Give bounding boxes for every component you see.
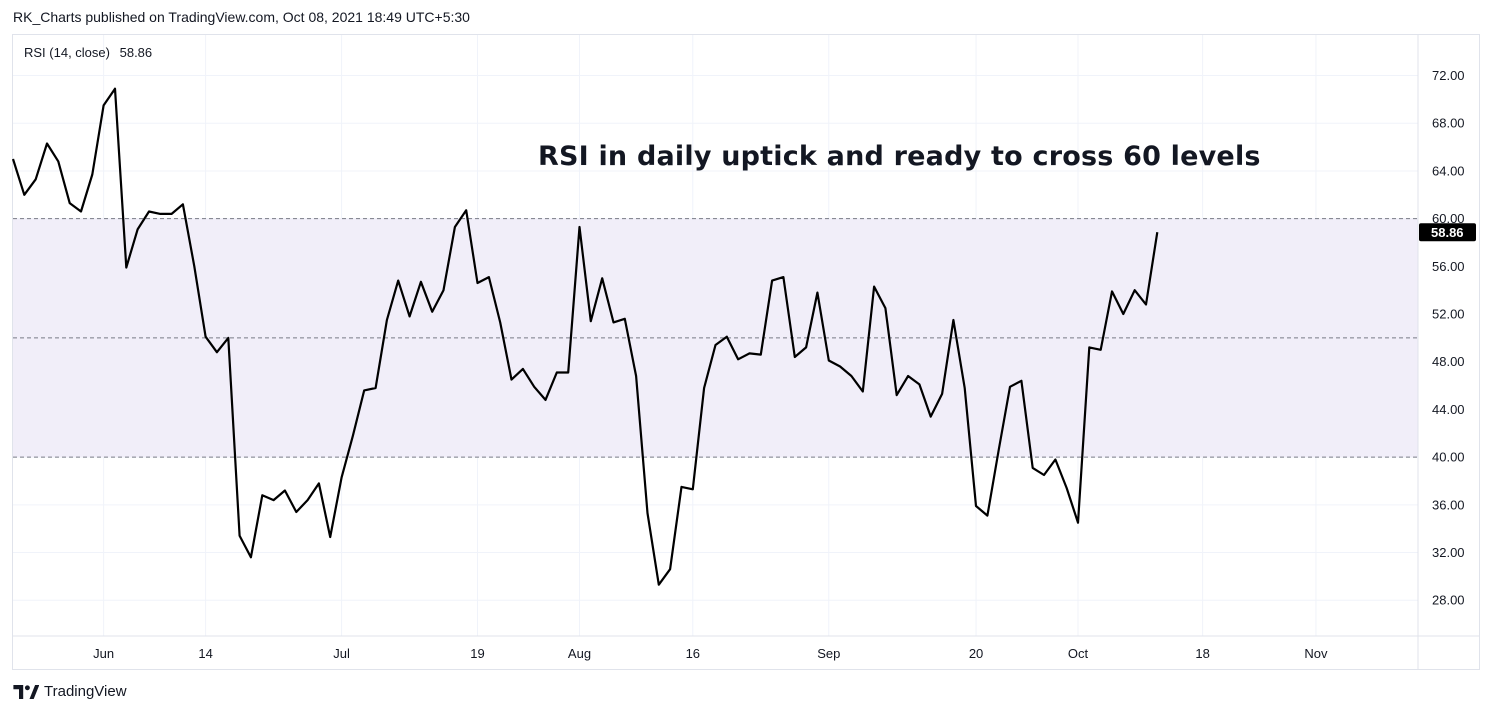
price-axis[interactable]: 28.00 32.00 36.00 40.00 44.00 48.00 52.00 56.00… xyxy=(1417,34,1476,669)
y-tick-label: 28.00 xyxy=(1432,593,1465,608)
last-value-label: 58.86 xyxy=(1431,225,1464,240)
series-layer xyxy=(11,87,1159,586)
y-tick-label: 64.00 xyxy=(1432,163,1465,178)
time-axis[interactable]: Jun 14 Jul 19 Aug 16 Sep 20 Oct 18 Nov xyxy=(12,635,1479,661)
indicator-name: RSI (14, close) xyxy=(24,45,110,60)
indicator-value: 58.86 xyxy=(119,45,153,60)
tradingview-logo-icon xyxy=(13,684,39,699)
y-tick-label: 56.00 xyxy=(1432,259,1465,274)
y-tick-label: 44.00 xyxy=(1432,402,1465,417)
y-tick-label: 60.00 xyxy=(1432,211,1465,226)
x-tick-label: Aug xyxy=(568,646,591,661)
rsi-band-layer xyxy=(13,218,1418,458)
indicator-legend[interactable]: RSI (14, close) 58.86 xyxy=(24,45,152,60)
last-value-badge xyxy=(1419,223,1476,242)
x-tick-label: 19 xyxy=(470,646,484,661)
y-tick-label: 48.00 xyxy=(1432,354,1465,369)
chart-annotation-text: RSI in daily uptick and ready to cross 6… xyxy=(538,141,1261,172)
y-tick-label: 52.00 xyxy=(1432,307,1465,322)
x-tick-label: 16 xyxy=(686,646,700,661)
x-tick-label: 20 xyxy=(969,646,983,661)
x-tick-label: Sep xyxy=(817,646,840,661)
publish-header: RK_Charts published on TradingView.com, … xyxy=(13,9,470,25)
y-tick-label: 32.00 xyxy=(1432,545,1465,560)
x-tick-label: Oct xyxy=(1068,646,1089,661)
x-tick-label: 14 xyxy=(198,646,212,661)
tradingview-brand-label: TradingView xyxy=(44,683,127,700)
x-tick-label: 18 xyxy=(1195,646,1209,661)
y-tick-label: 40.00 xyxy=(1432,450,1465,465)
y-tick-label: 72.00 xyxy=(1432,68,1465,83)
y-tick-label: 36.00 xyxy=(1432,497,1465,512)
rsi-series-line[interactable] xyxy=(11,87,1159,586)
tradingview-footer[interactable]: TradingView xyxy=(13,683,127,700)
x-tick-label: Nov xyxy=(1304,646,1328,661)
y-tick-label: 68.00 xyxy=(1432,116,1465,131)
chart-frame xyxy=(12,34,1480,670)
x-tick-label: Jun xyxy=(93,646,114,661)
x-tick-label: Jul xyxy=(333,646,350,661)
